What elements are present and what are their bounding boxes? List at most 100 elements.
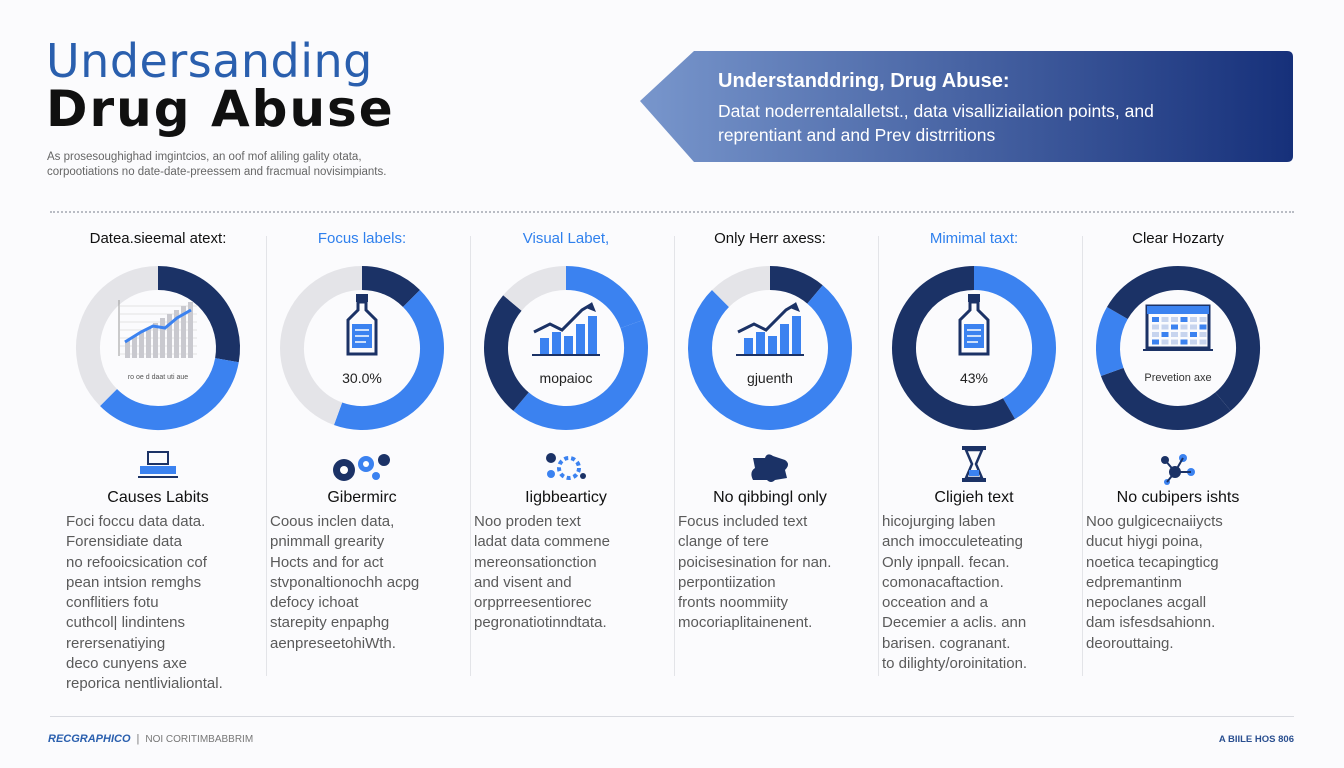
column-body-text: Coous inclen data, pnimmall grearity Hocts…	[270, 512, 456, 654]
column-separator	[470, 236, 471, 676]
column-heading: Only Herr axess:	[714, 230, 826, 247]
body-line: ladat data commene	[474, 533, 610, 551]
body-line: conflitiers fotu	[66, 594, 159, 612]
donut-segment	[688, 285, 852, 430]
body-line: deco cunyens axe	[66, 655, 187, 673]
footer-brand-logo: RECGRAPHICO	[48, 733, 131, 745]
donut-segment	[1096, 307, 1129, 377]
column-separator	[266, 236, 267, 676]
body-line: pnimmall grearity	[270, 533, 385, 551]
column-separator	[878, 236, 879, 676]
footer-left-text: NOI CORITIMBABBRIM	[145, 734, 254, 745]
ring-label: 43%	[959, 370, 989, 386]
ring-label: ro oe d daat uti aue	[127, 374, 189, 381]
column-body-text: Foci foccu data data. Forensidiate data no…	[66, 512, 252, 695]
donut-segment	[361, 266, 420, 308]
bottle-icon	[342, 292, 382, 363]
page-title-line1: Undersanding	[46, 34, 373, 88]
hourglass-icon	[952, 444, 996, 489]
body-line: anch imocculeteating	[882, 533, 1023, 551]
intro-text: As prosesoughighad imgintcios, an oof mo…	[47, 150, 467, 180]
donut-segment	[484, 295, 530, 411]
donut-ring	[76, 266, 240, 430]
body-line: reporica nentlivialiontal.	[66, 675, 223, 693]
donut-segment	[513, 319, 648, 430]
body-line: no refooicsication cof	[66, 553, 207, 571]
info-column: Focus labels: 30.0% Gibermirc Coous inclen …	[262, 226, 462, 696]
body-line: dam isfesdsahionn.	[1086, 614, 1216, 632]
body-line: pean intsion remghs	[66, 573, 202, 591]
body-line: Focus included text	[678, 513, 808, 530]
intro-line: corpootiations no date-date-preessem and…	[47, 166, 387, 178]
donut-ring	[892, 266, 1056, 430]
column-subtitle: Gibermirc	[327, 489, 397, 506]
molecule-icon	[541, 450, 591, 489]
info-column: Visual Labet, mopaioc Iigbbearticy Noo prod…	[466, 226, 666, 696]
body-line: barisen. cogranant.	[882, 634, 1011, 652]
body-line: Only ipnpall. fecan.	[882, 553, 1010, 571]
gears-icon	[330, 450, 394, 489]
body-line: Foci foccu data data.	[66, 513, 206, 530]
puzzle-icon	[745, 450, 795, 489]
network-icon	[1153, 450, 1203, 495]
donut-segment	[1106, 266, 1179, 320]
ring-label: mopaioc	[539, 370, 593, 386]
ring-label: Prevetion axe	[1144, 372, 1212, 384]
body-line: starepity enpaphg	[270, 614, 390, 632]
column-heading: Mimimal taxt:	[929, 230, 1019, 247]
body-line: occeation and a	[882, 594, 988, 612]
body-line: Forensidiate data	[66, 533, 182, 551]
body-line: pegronatiotinndtata.	[474, 614, 607, 632]
banner-subtitle-line: reprentiant and and Prev distrritions	[718, 125, 996, 145]
footer-right-text: A BIILE HOS 806	[1218, 734, 1294, 745]
column-heading: Datea.sieemal atext:	[89, 230, 227, 247]
donut-segment	[712, 266, 771, 308]
donut-segment	[973, 266, 1056, 420]
body-line: clange of tere	[678, 533, 769, 551]
growth-chart-icon	[734, 302, 806, 363]
laptop-icon	[136, 450, 180, 487]
column-subtitle: No qibbingl only	[713, 489, 827, 506]
footer-separator: |	[136, 733, 140, 745]
banner-subtitle: Datat noderrentalalletst., data visalliz…	[718, 99, 1154, 147]
body-line: hicojurging laben	[882, 513, 996, 530]
body-line: poicisesination for nan.	[678, 553, 832, 571]
column-heading: Focus labels:	[317, 230, 407, 247]
body-line: and visent and	[474, 573, 572, 591]
bar-chart-icon	[113, 296, 203, 367]
body-line: stvponaltionochh acpg	[270, 573, 420, 591]
body-line: ducut hiygi poina,	[1086, 533, 1203, 551]
body-line: mereonsationction	[474, 553, 597, 571]
banner-title: Understanddring, Drug Abuse:	[718, 70, 1010, 92]
body-line: noetica tecapingticg	[1086, 553, 1219, 571]
donut-ring	[688, 266, 852, 430]
donut-segment	[157, 266, 240, 363]
column-subtitle: No cubipers ishts	[1116, 489, 1240, 506]
banner-background	[640, 51, 1293, 162]
body-line: Hocts and for act	[270, 553, 384, 571]
donut-segment	[1177, 266, 1260, 411]
donut-segment	[1100, 367, 1231, 430]
body-line: defocy ichoat	[270, 594, 359, 612]
body-line: rerersenatiying	[66, 634, 166, 652]
column-subtitle: Cligieh text	[934, 489, 1014, 506]
growth-chart-icon	[530, 302, 602, 363]
column-subtitle: Iigbbearticy	[525, 489, 607, 506]
column-heading: Visual Labet,	[522, 230, 610, 247]
page-title-line2: Drug Abuse	[46, 80, 395, 138]
column-body-text: Noo gulgicecnaiiycts ducut hiygi poina, no…	[1086, 512, 1272, 654]
donut-ring	[1096, 266, 1260, 430]
info-column: Only Herr axess: gjuenth No qibbingl only F…	[670, 226, 870, 696]
donut-segment	[76, 266, 159, 406]
donut-segment	[100, 357, 239, 430]
ring-label: 30.0%	[342, 370, 382, 386]
donut-segment	[892, 266, 1015, 430]
donut-segment	[565, 266, 644, 329]
column-body-text: Noo proden text ladat data commene mereons…	[474, 512, 660, 634]
header-banner: Understanddring, Drug Abuse: Datat noder…	[640, 51, 1293, 162]
body-line: Decemier a aclis. ann	[882, 614, 1027, 632]
banner-subtitle-line: Datat noderrentalalletst., data visalliz…	[718, 101, 1154, 121]
column-subtitle: Causes Labits	[107, 489, 209, 506]
donut-segment	[280, 266, 363, 426]
body-line: mocoriaplitainenent.	[678, 614, 813, 632]
